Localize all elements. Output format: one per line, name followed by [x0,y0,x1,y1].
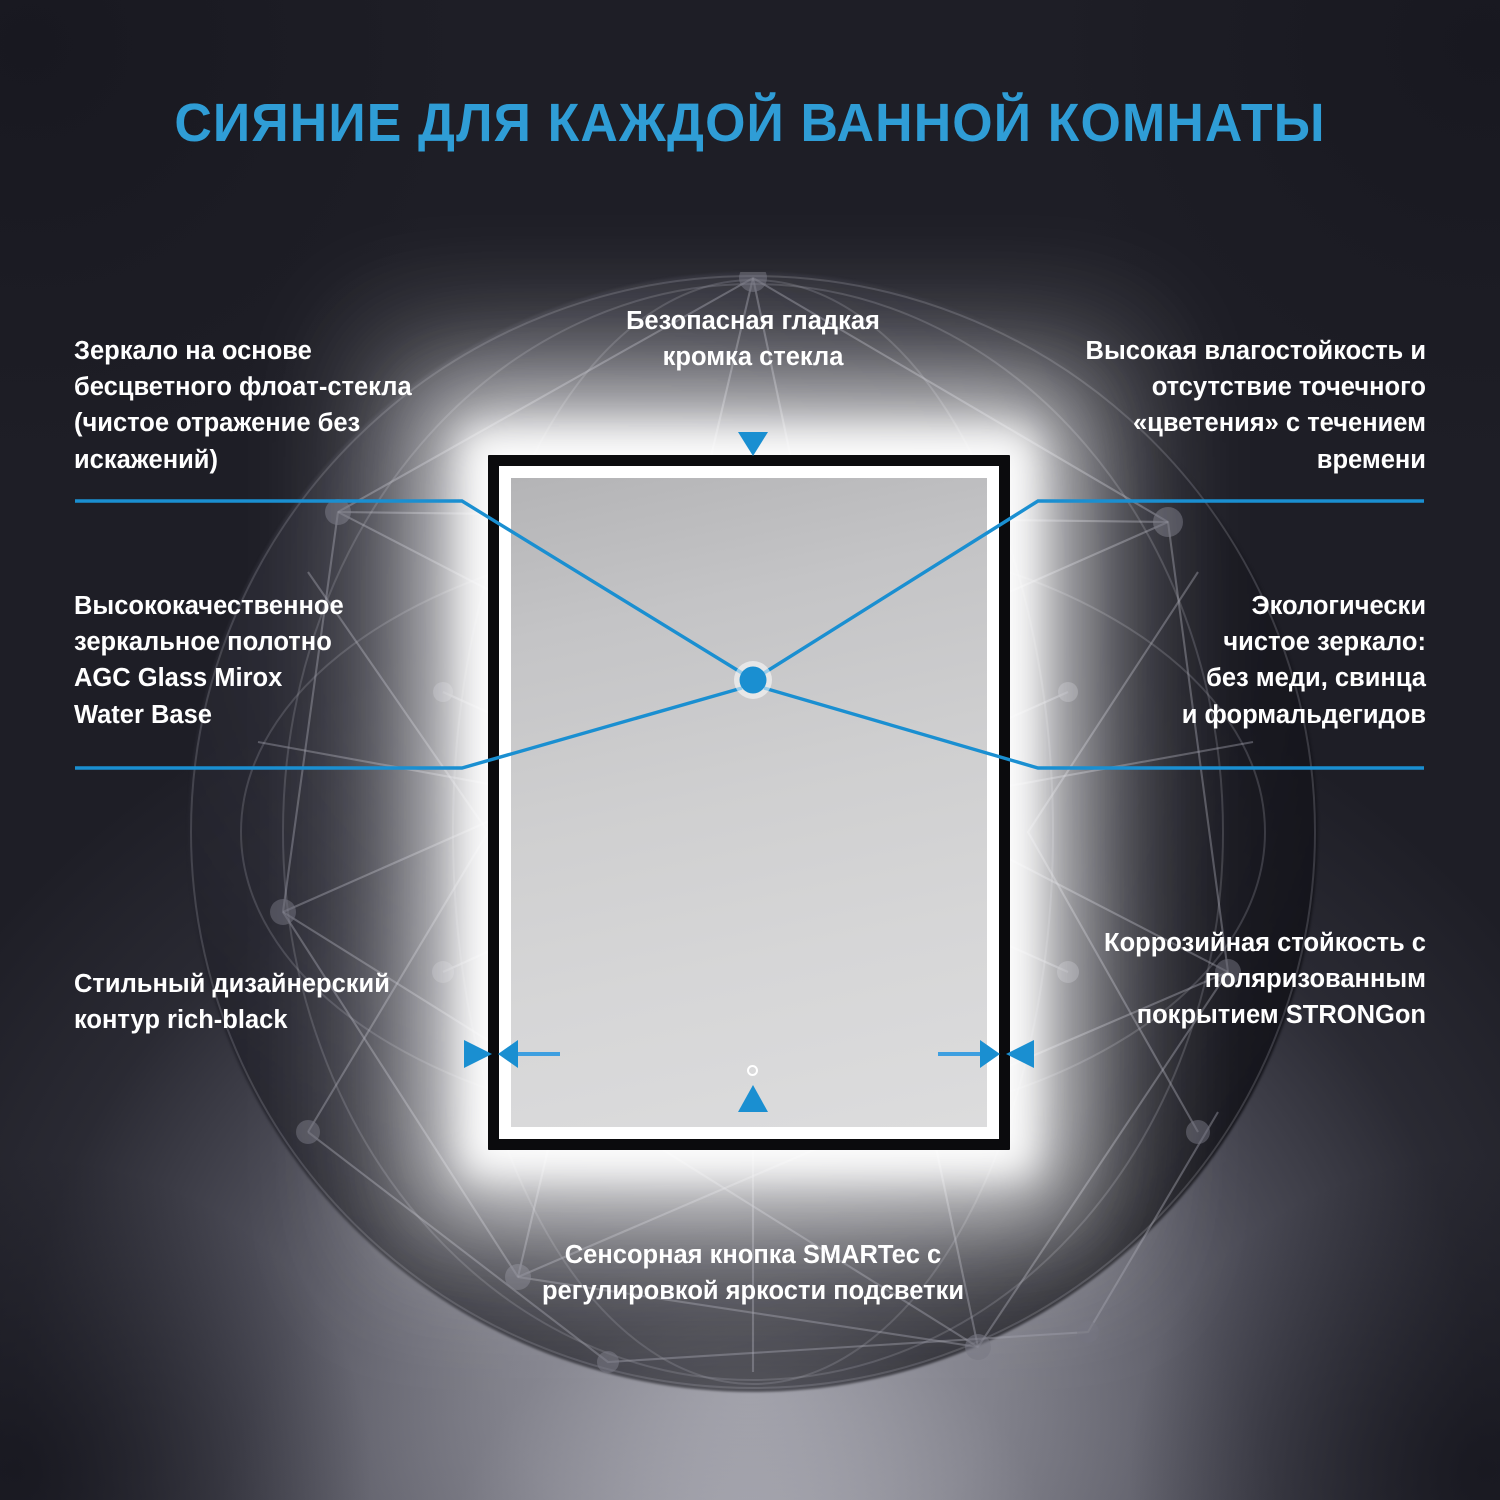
connector-safe-smooth-edge [738,395,768,456]
callout-line: бесцветного флоат-стекла [74,373,412,402]
callout-line: AGC Glass Mirox [74,664,283,693]
connector-eco-friendly-mirror [763,686,1424,770]
mirror-led-strip [499,466,999,1139]
callout-line: Water Base [74,700,212,729]
callout-line: времени [1316,445,1426,474]
callout-line: Зеркало на основе [74,337,312,365]
callout-line: Высококачественное [74,592,344,620]
callout-label-eco-friendly-mirror: Экологически чистое зеркало: без меди, с… [1080,588,1426,733]
callout-line: отсутствие точечного [1151,373,1426,402]
callout-line: (чистое отражение без [74,409,361,438]
callout-line: искажений) [74,445,218,474]
callout-line: кромка стекла [662,343,844,372]
center-hub-dot [734,661,772,699]
callout-label-rich-black-contour: Стильный дизайнерский контур rich-black [74,966,504,1038]
connector-rich-black-contour [74,1040,560,1068]
touch-button-circle-icon[interactable] [747,1065,758,1076]
callout-line: Коррозийная стойкость с [1104,929,1426,957]
callout-label-strongon-coating: Коррозийная стойкость с поляризованным п… [1000,925,1426,1034]
callout-label-smartec-touch-button: Сенсорная кнопка SMARTec с регулировкой … [463,1237,1043,1309]
connector-mirror-float-glass [75,499,743,675]
callout-label-moisture-resistance: Высокая влагостойкость и отсутствие точе… [1010,333,1426,478]
callout-line: покрытием STRONGon [1136,1001,1426,1030]
callout-label-safe-smooth-edge: Безопасная гладкая кромка стекла [543,303,963,375]
connector-smartec-touch-button [738,1085,768,1225]
callout-line: и формальдегидов [1181,700,1426,729]
callout-line: Безопасная гладкая [626,307,880,335]
callout-line: Экологически [1251,592,1426,620]
mirror-glass-surface [511,478,987,1127]
callout-line: Высокая влагостойкость и [1085,337,1426,365]
callout-line: без меди, свинца [1206,664,1426,693]
callout-line: зеркальное полотно [74,628,332,657]
callout-line: Стильный дизайнерский [74,970,390,998]
callout-label-mirror-float-glass: Зеркало на основе бесцветного флоат-стек… [74,333,504,478]
callout-line: Сенсорная кнопка SMARTec с [564,1241,942,1269]
connector-moisture-resistance [763,499,1424,675]
callout-line: чистое зеркало: [1223,628,1426,657]
connector-strongon-coating [938,1040,1424,1068]
callout-line: поляризованным [1204,965,1426,994]
callout-line: регулировкой яркости подсветки [541,1277,965,1306]
callout-line: «цветения» с течением [1132,409,1426,438]
callout-line: контур rich-black [74,1006,288,1035]
callout-label-agc-mirox-water-base: Высококачественное зеркальное полотно AG… [74,588,474,733]
connector-agc-mirox-water-base [75,686,743,770]
mirror-frame-rich-black [488,455,1010,1150]
page-title: СИЯНИЕ ДЛЯ КАЖДОЙ ВАННОЙ КОМНАТЫ [174,93,1326,153]
